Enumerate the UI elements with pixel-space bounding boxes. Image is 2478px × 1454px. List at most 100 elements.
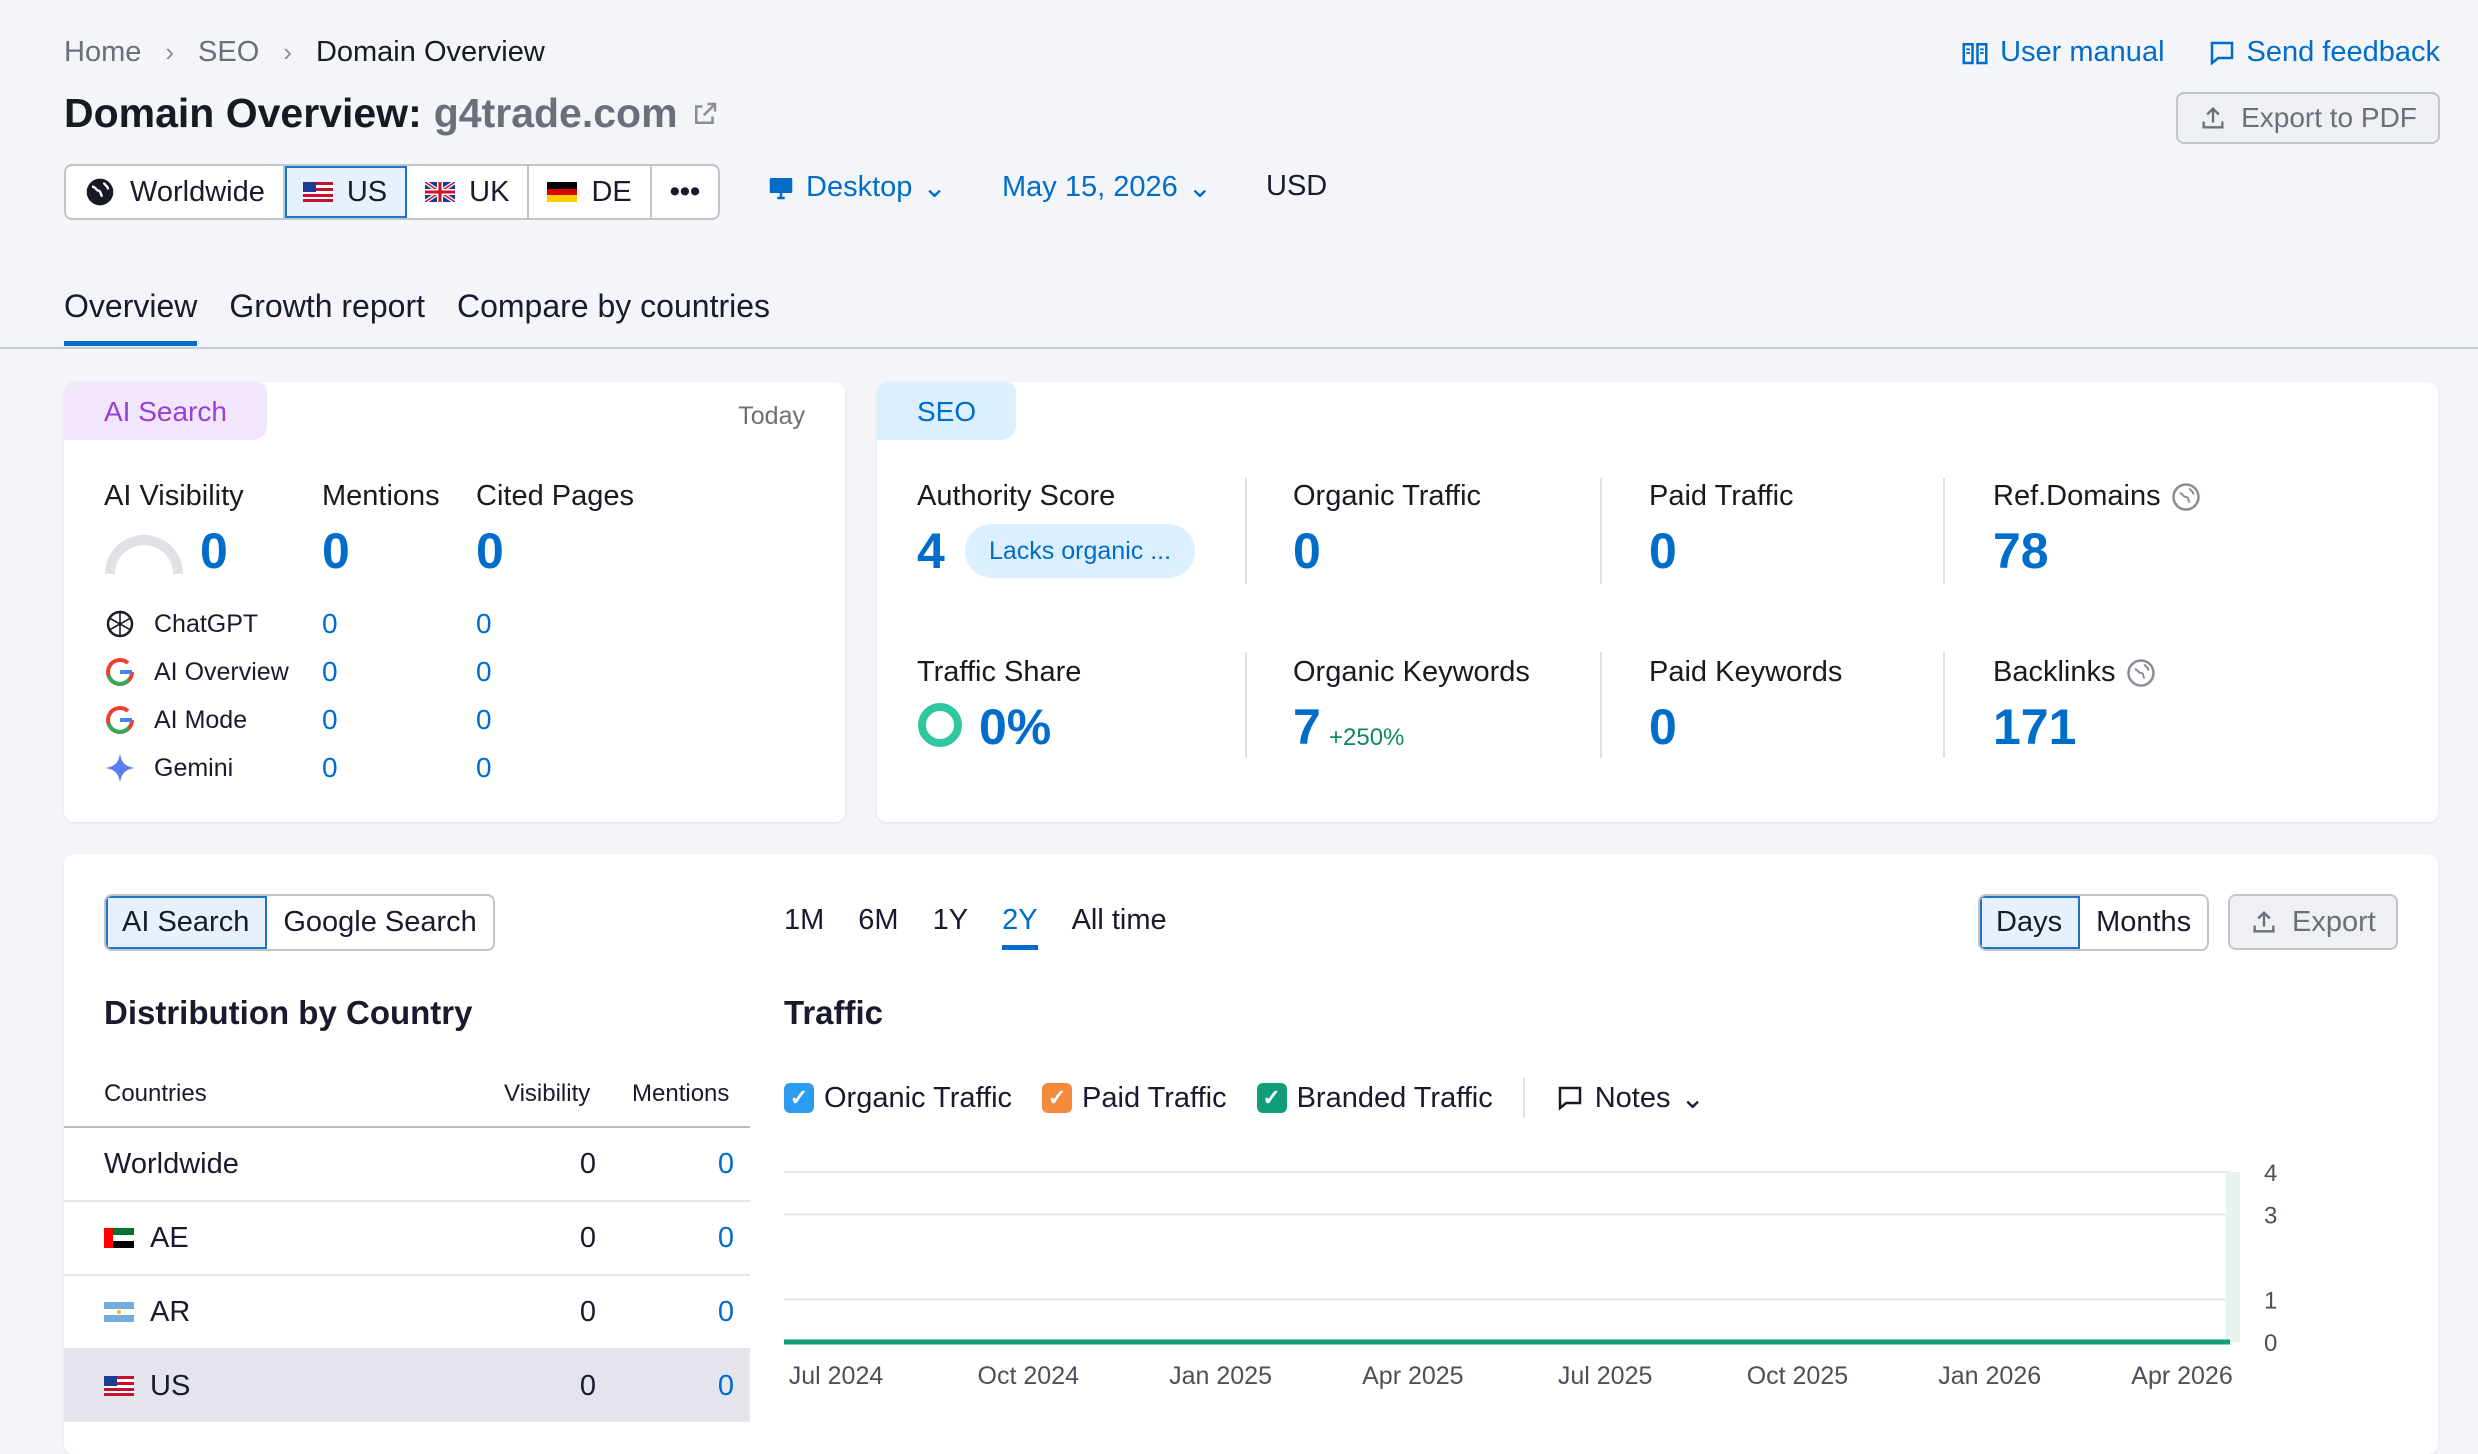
organic-keywords-value[interactable]: 7 — [1293, 699, 1321, 755]
divider — [1943, 652, 1945, 758]
source-cited[interactable]: 0 — [476, 704, 492, 735]
organic-traffic-value[interactable]: 0 — [1293, 523, 1321, 579]
tab-compare-by-countries[interactable]: Compare by countries — [456, 288, 771, 324]
paid-traffic-value[interactable]: 0 — [1649, 523, 1677, 579]
device-label: Desktop — [806, 171, 913, 203]
ai-sources-list: ChatGPT 0 0 AI Overview 0 0 AI Mode 0 0 … — [104, 600, 604, 792]
x-tick-label: Jan 2026 — [1938, 1362, 2041, 1390]
traffic-chart[interactable]: 4 3 1 0 Jul 2024 Oct 2024 Jan 2025 Apr 2025 Jul … — [784, 1160, 2324, 1442]
period-1y[interactable]: 1Y — [932, 904, 969, 936]
database-selector: Worldwide US UK DE ••• — [64, 164, 721, 220]
desktop-icon — [769, 177, 793, 199]
send-feedback-link[interactable]: Send feedback — [2207, 36, 2440, 69]
months-toggle[interactable]: Months — [2096, 906, 2192, 938]
source-mentions[interactable]: 0 — [322, 608, 338, 639]
us-flag-icon — [302, 182, 333, 202]
notes-dropdown[interactable]: Notes ⌄ — [1555, 1081, 1705, 1116]
source-mentions[interactable]: 0 — [322, 704, 338, 735]
table-row[interactable]: US 0 0 — [64, 1348, 750, 1422]
page-title-domain[interactable]: g4trade.com — [433, 90, 678, 136]
mentions-cell[interactable]: 0 — [717, 1369, 734, 1402]
device-dropdown[interactable]: Desktop ⌄ — [766, 170, 947, 205]
note-icon — [1558, 1086, 1581, 1111]
globe-icon[interactable] — [2126, 658, 2156, 688]
source-name: AI Mode — [154, 705, 248, 734]
authority-score-value[interactable]: 4 — [917, 523, 945, 579]
db-de[interactable]: DE — [529, 166, 652, 218]
ai-visibility-value[interactable]: 0 — [200, 523, 228, 579]
legend-label: Paid Traffic — [1082, 1081, 1227, 1114]
table-row[interactable]: AE 0 0 — [64, 1200, 750, 1274]
legend-paid-traffic[interactable]: ✓ Paid Traffic — [1042, 1082, 1227, 1115]
authority-status-tag[interactable]: Lacks organic ... — [965, 524, 1196, 578]
ai-search-toggle[interactable]: AI Search — [106, 896, 268, 949]
legend-organic-traffic[interactable]: ✓ Organic Traffic — [784, 1082, 1012, 1115]
upload-icon — [2253, 911, 2275, 933]
tab-overview[interactable]: Overview — [64, 288, 198, 346]
google-search-toggle[interactable]: Google Search — [283, 906, 477, 938]
paid-keywords-label: Paid Keywords — [1649, 656, 1843, 688]
mentions-cell[interactable]: 0 — [717, 1295, 734, 1328]
more-icon: ••• — [669, 175, 701, 208]
source-name: ChatGPT — [154, 609, 259, 638]
organic-keywords-delta: +250% — [1329, 724, 1405, 751]
table-row[interactable]: Worldwide 0 0 — [64, 1126, 750, 1200]
db-uk-label: UK — [469, 175, 510, 208]
table-row[interactable]: AR 0 0 — [64, 1274, 750, 1348]
days-toggle[interactable]: Days — [1980, 896, 2081, 949]
tab-growth-report[interactable]: Growth report — [229, 288, 425, 324]
backlinks-value[interactable]: 171 — [1993, 699, 2077, 755]
ar-flag-icon — [104, 1302, 134, 1322]
globe-icon[interactable] — [2171, 482, 2201, 512]
source-mentions[interactable]: 0 — [322, 752, 338, 783]
breadcrumb-home[interactable]: Home — [64, 36, 142, 68]
period-2y[interactable]: 2Y — [1002, 904, 1038, 950]
period-selector: 1M 6M 1Y 2Y All time — [784, 904, 1167, 950]
source-cited[interactable]: 0 — [476, 656, 492, 687]
export-pdf-button[interactable]: Export to PDF — [2176, 92, 2440, 144]
traffic-share-value[interactable]: 0% — [979, 699, 1052, 755]
seo-badge: SEO — [877, 382, 1017, 440]
mentions-cell[interactable]: 0 — [717, 1221, 734, 1254]
x-tick-label: Jan 2025 — [1169, 1362, 1272, 1390]
organic-keywords-label: Organic Keywords — [1293, 656, 1530, 688]
date-dropdown[interactable]: May 15, 2026 ⌄ — [1002, 170, 1212, 205]
uk-flag-icon — [425, 182, 456, 202]
legend-branded-traffic[interactable]: ✓ Branded Traffic — [1256, 1082, 1493, 1115]
cited-pages-value[interactable]: 0 — [476, 523, 504, 579]
ai-search-card: AI Search Today AI Visibility Mentions C… — [64, 382, 845, 822]
source-name: AI Overview — [154, 657, 289, 686]
source-cited[interactable]: 0 — [476, 608, 492, 639]
db-us[interactable]: US — [284, 166, 408, 218]
period-all-time[interactable]: All time — [1071, 904, 1167, 936]
backlinks-label: Backlinks — [1993, 656, 2116, 688]
currency-label[interactable]: USD — [1266, 170, 1328, 202]
mentions-cell[interactable]: 0 — [717, 1147, 734, 1180]
ref-domains-value[interactable]: 78 — [1993, 523, 2049, 579]
user-manual-link[interactable]: User manual — [1960, 36, 2165, 69]
col-visibility[interactable]: Visibility — [504, 1080, 591, 1107]
checkbox-checked-icon: ✓ — [784, 1083, 814, 1113]
search-type-toggle: AI Search Google Search — [104, 894, 495, 951]
mentions-value[interactable]: 0 — [322, 523, 350, 579]
external-link-icon[interactable] — [690, 99, 720, 129]
legend-label: Organic Traffic — [824, 1081, 1013, 1114]
breadcrumb-seo[interactable]: SEO — [198, 36, 260, 68]
db-uk[interactable]: UK — [407, 166, 530, 218]
source-mentions[interactable]: 0 — [322, 656, 338, 687]
db-de-label: DE — [591, 175, 632, 208]
paid-keywords-value[interactable]: 0 — [1649, 699, 1677, 755]
ae-flag-icon — [104, 1228, 134, 1248]
user-manual-label: User manual — [2000, 36, 2165, 68]
period-1m[interactable]: 1M — [784, 904, 825, 936]
export-button[interactable]: Export — [2228, 894, 2398, 950]
source-row-chatgpt: ChatGPT 0 0 — [104, 600, 604, 648]
db-more-button[interactable]: ••• — [652, 166, 718, 218]
source-cited[interactable]: 0 — [476, 752, 492, 783]
col-mentions[interactable]: Mentions — [632, 1080, 730, 1107]
db-worldwide[interactable]: Worldwide — [66, 166, 285, 218]
ref-domains-header: Ref.Domains — [1993, 480, 2201, 513]
divider — [1943, 478, 1945, 584]
cited-pages-label: Cited Pages — [476, 480, 634, 512]
period-6m[interactable]: 6M — [858, 904, 899, 936]
